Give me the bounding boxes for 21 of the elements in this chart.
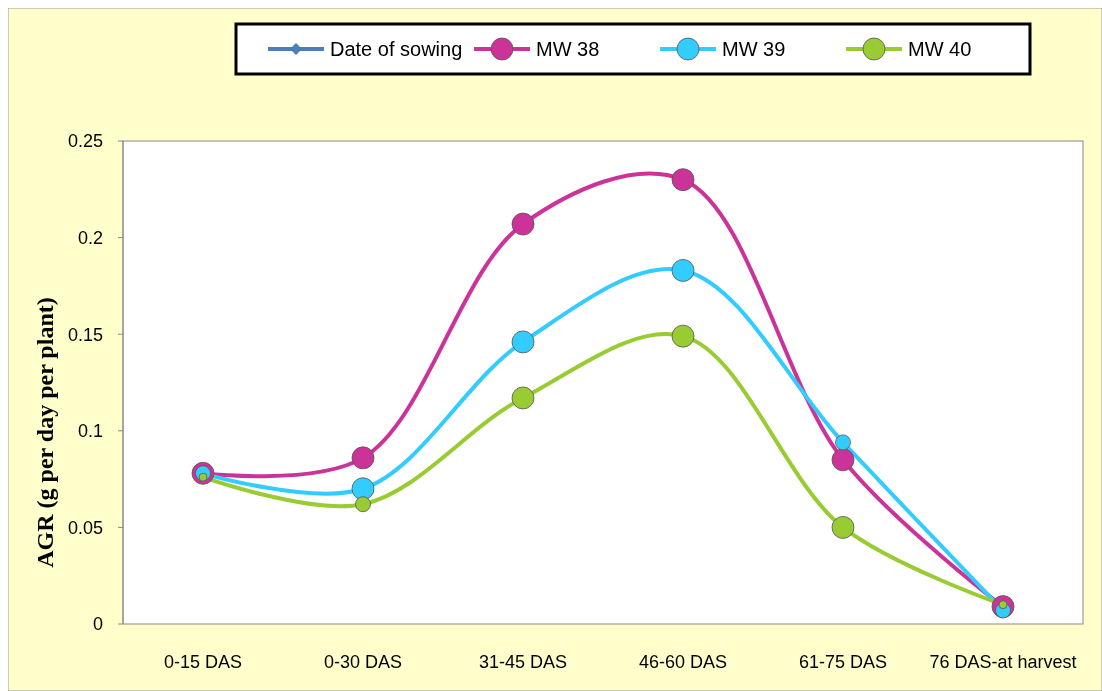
y-tick-label: 0.05	[67, 517, 103, 538]
point	[351, 446, 375, 470]
x-tick-label: 61-75 DAS	[798, 652, 888, 672]
x-tick-label: 46-60 DAS	[638, 652, 728, 672]
point	[831, 448, 855, 472]
y-tick-label: 0	[92, 614, 103, 635]
x-tick-label: 0-15 DAS	[163, 652, 243, 672]
point	[511, 212, 535, 236]
legend-label: MW 39	[722, 38, 786, 60]
legend-label: MW 38	[536, 38, 600, 60]
y-tick-label: 0.25	[67, 131, 103, 152]
y-axis-title: AGR (g per day per plant)	[32, 297, 58, 568]
x-tick-label: 76 DAS-at harvest	[929, 652, 1077, 672]
y-tick-label: 0.1	[77, 421, 103, 442]
legend-label: MW 40	[908, 38, 972, 60]
legend-label: Date of sowing	[330, 38, 463, 60]
x-tick-label: 31-45 DAS	[478, 652, 568, 672]
y-tick-label: 0.15	[67, 324, 103, 345]
y-tick-label: 0.2	[77, 227, 103, 248]
point	[671, 168, 695, 192]
x-tick-label: 0-30 DAS	[323, 652, 403, 672]
